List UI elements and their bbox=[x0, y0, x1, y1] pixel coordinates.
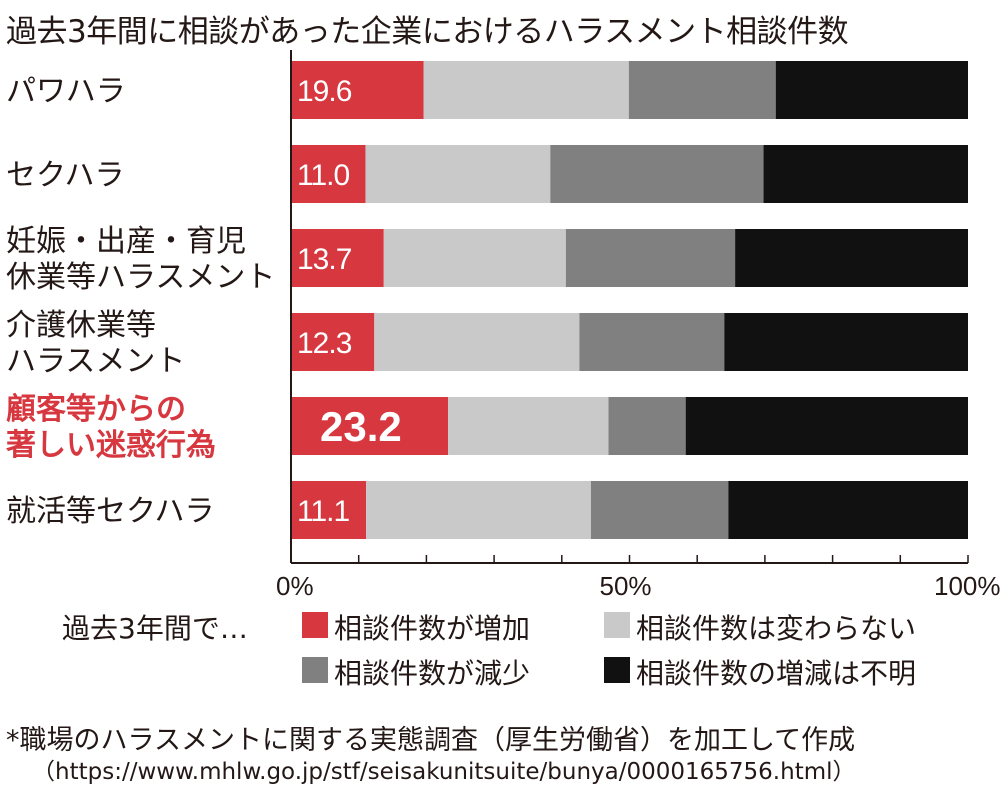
category-label: 妊娠・出産・育児 bbox=[6, 224, 246, 259]
legend-swatch-unchanged bbox=[604, 612, 630, 638]
legend-prefix: 過去3年間で… bbox=[62, 612, 248, 645]
legend-label-unknown: 相談件数の増減は不明 bbox=[636, 657, 917, 690]
bar-segment bbox=[291, 229, 384, 287]
category-label: 顧客等からの bbox=[6, 392, 186, 427]
bar-segment bbox=[724, 313, 968, 371]
category-label: 休業等ハラスメント bbox=[6, 260, 275, 295]
x-tick-label: 100% bbox=[934, 571, 1000, 601]
data-label: 12.3 bbox=[297, 327, 352, 360]
legend-label-decrease: 相談件数が減少 bbox=[334, 657, 531, 690]
bar-segment bbox=[291, 145, 366, 203]
bar-segment bbox=[763, 145, 968, 203]
bar-segment bbox=[775, 61, 968, 119]
category-label: パワハラ bbox=[6, 74, 126, 109]
data-label: 19.6 bbox=[297, 75, 352, 108]
category-label: セクハラ bbox=[6, 158, 125, 193]
bar-segment bbox=[383, 229, 566, 287]
bar-segment bbox=[291, 61, 424, 119]
bar-segment bbox=[365, 145, 551, 203]
bar-segment bbox=[685, 397, 968, 455]
data-label: 23.2 bbox=[320, 403, 402, 450]
category-label: 介護休業等 bbox=[6, 308, 156, 343]
data-label: 11.1 bbox=[297, 495, 349, 528]
bar-segment bbox=[366, 481, 591, 539]
legend-label-unchanged: 相談件数は変わらない bbox=[636, 612, 917, 645]
x-tick-label: 0% bbox=[276, 571, 314, 601]
category-label: ハラスメント bbox=[6, 344, 185, 379]
source-note: *職場のハラスメントに関する実態調査（厚生労働省）を加工して作成 bbox=[6, 725, 856, 756]
bar-segment bbox=[448, 397, 609, 455]
bar-segment bbox=[291, 397, 449, 455]
x-tick-label: 50% bbox=[600, 571, 652, 601]
page-title: 過去3年間に相談があった企業におけるハラスメント相談件数 bbox=[6, 14, 849, 50]
bar-segment bbox=[550, 145, 764, 203]
legend-label-increase: 相談件数が増加 bbox=[334, 612, 531, 645]
bar-segment bbox=[728, 481, 968, 539]
bar-segment bbox=[423, 61, 629, 119]
bar-segment bbox=[590, 481, 729, 539]
data-label: 11.0 bbox=[297, 159, 349, 192]
bar-segment bbox=[735, 229, 968, 287]
bar-segment bbox=[608, 397, 686, 455]
bar-segment bbox=[628, 61, 776, 119]
source-url: （https://www.mhlw.go.jp/stf/seisakunitsu… bbox=[32, 759, 856, 785]
legend-swatch-increase bbox=[302, 612, 328, 638]
bar-segment bbox=[291, 481, 367, 539]
legend-swatch-unknown bbox=[604, 657, 630, 683]
category-label: 著しい迷惑行為 bbox=[6, 428, 216, 463]
bar-segment bbox=[374, 313, 580, 371]
bar-segment bbox=[565, 229, 736, 287]
bar-segment bbox=[291, 313, 375, 371]
data-label: 13.7 bbox=[297, 243, 352, 276]
category-label: 就活等セクハラ bbox=[6, 494, 215, 529]
bar-segment bbox=[579, 313, 725, 371]
legend-swatch-decrease bbox=[302, 657, 328, 683]
